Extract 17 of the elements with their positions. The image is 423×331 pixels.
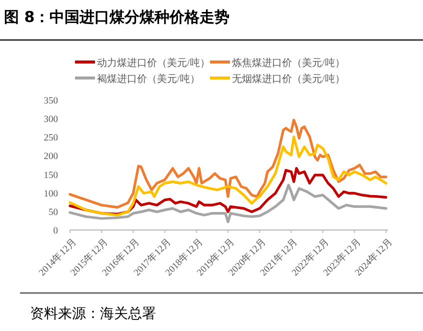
y-tick-label: 350 [44, 96, 58, 106]
y-tick-label: 0 [53, 226, 58, 236]
y-tick-label: 100 [44, 189, 58, 200]
y-tick-label: 150 [44, 170, 58, 181]
legend-label: 炼焦煤进口价（美元/吨） [232, 57, 345, 69]
text: 资料来源：海关总署 [30, 306, 156, 322]
line-series [68, 118, 388, 209]
y-tick-label: 250 [44, 134, 58, 144]
line-series [68, 184, 388, 224]
y-tick-label: 200 [44, 152, 58, 162]
legend-label: 褐煤进口价（美元/吨） [97, 73, 200, 85]
line-series [68, 135, 388, 216]
y-tick-label: 50 [48, 208, 58, 218]
legend-label: 动力煤进口价（美元/吨） [97, 57, 210, 69]
y-tick-label: 300 [44, 115, 58, 126]
chart-title: 图 8：中国进口煤分煤种价格走势 [4, 8, 230, 26]
legend-label: 无烟煤进口价（美元/吨） [232, 73, 345, 85]
